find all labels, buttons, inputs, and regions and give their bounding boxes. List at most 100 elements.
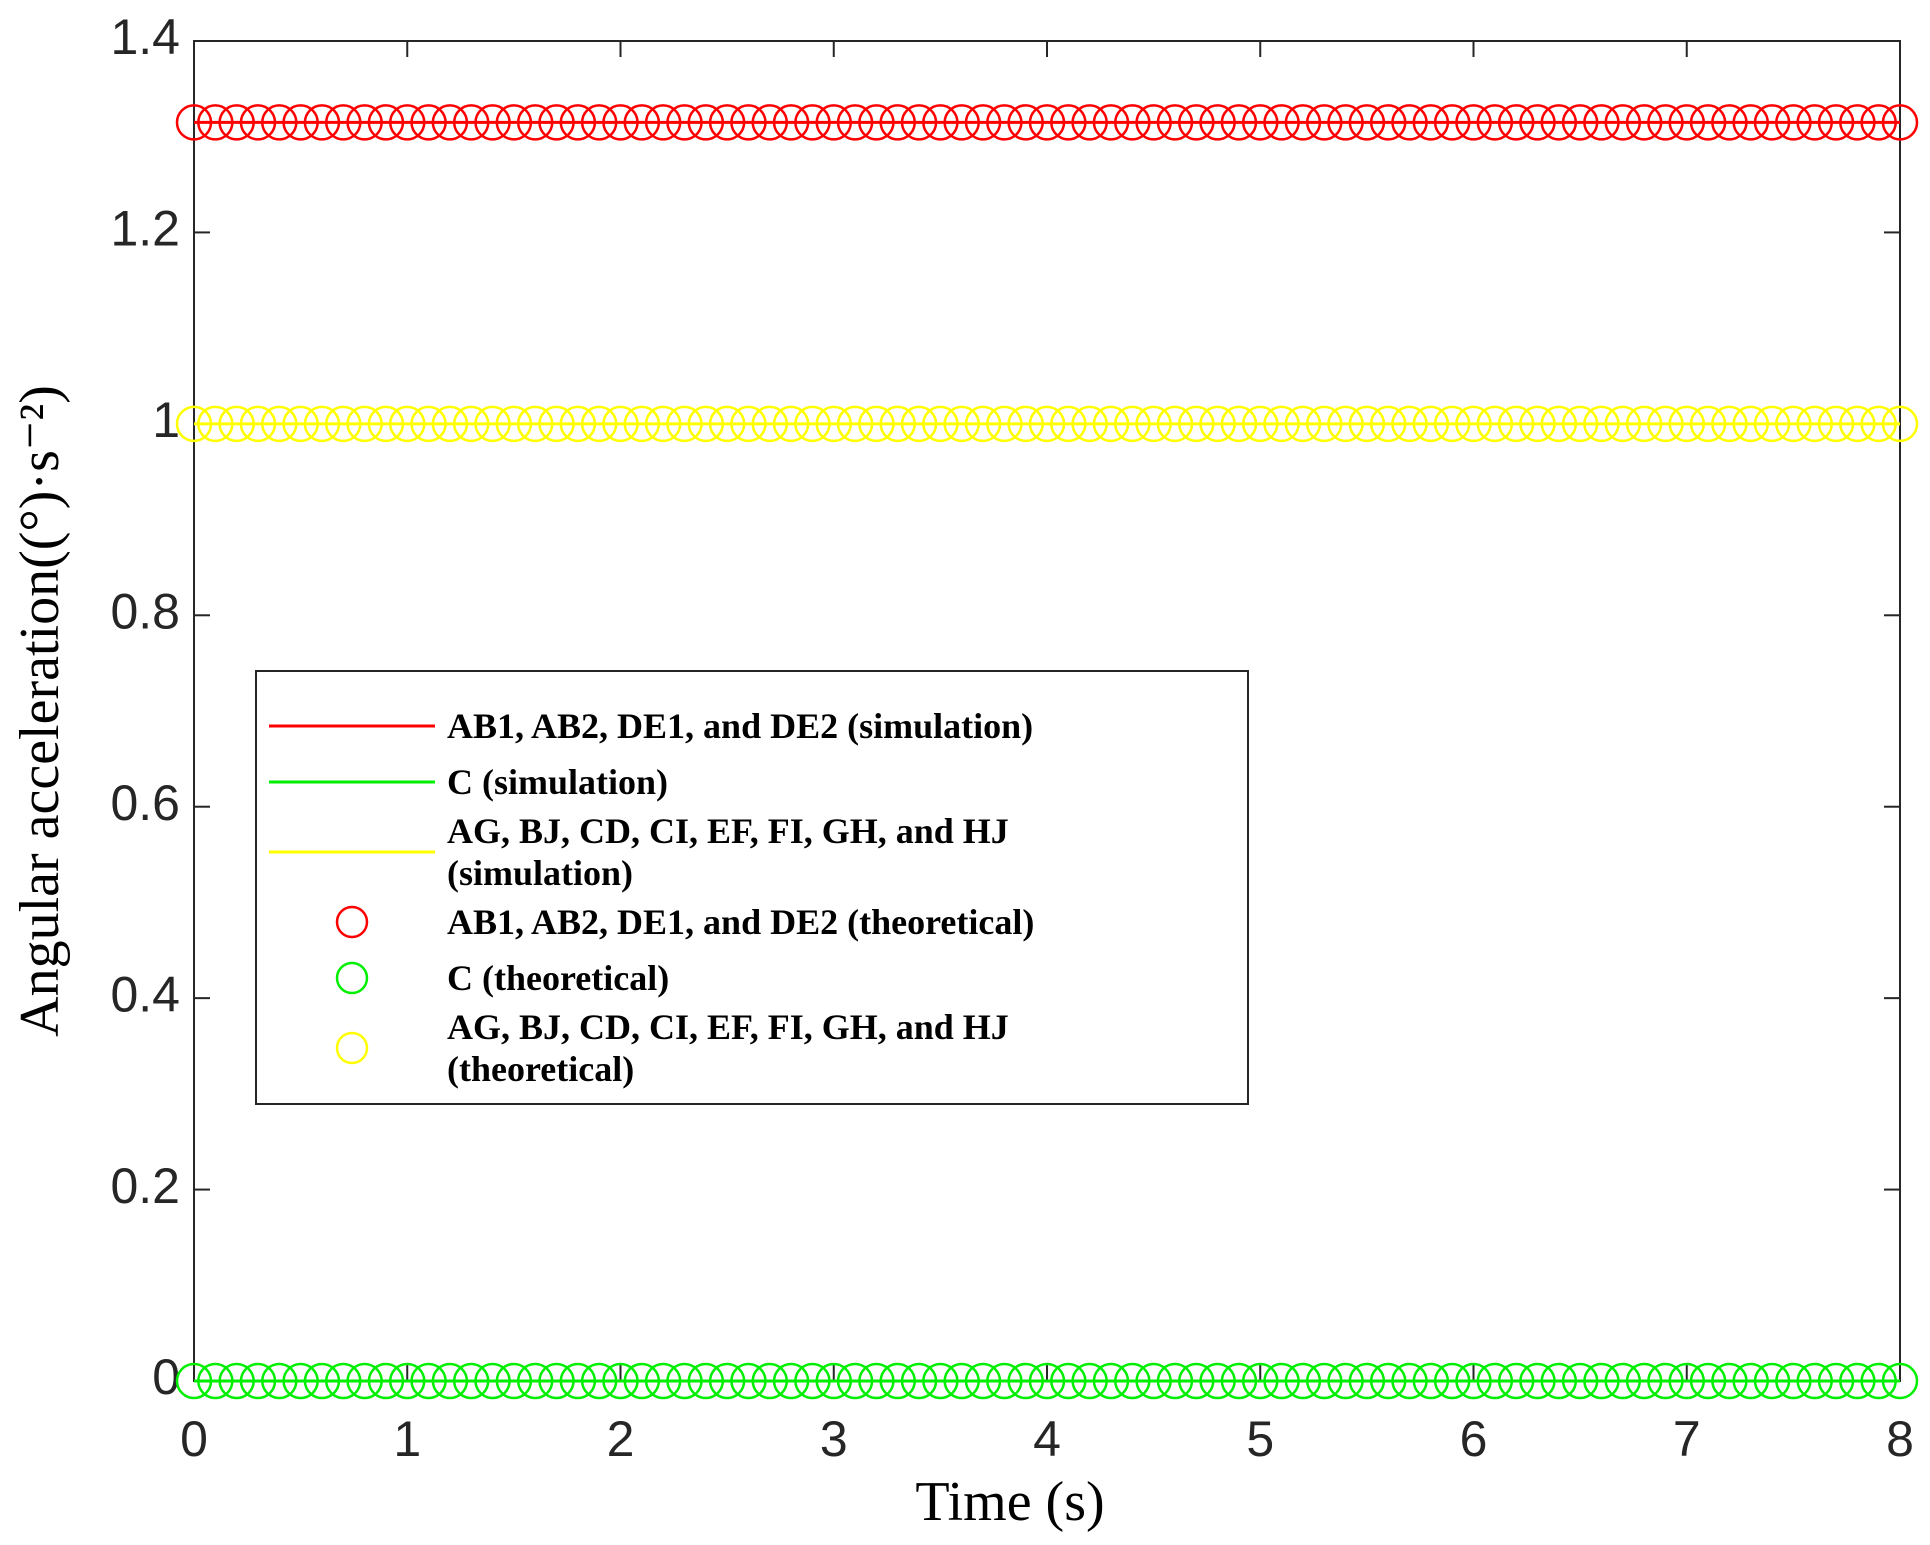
- marker: [1369, 405, 1407, 443]
- marker: [772, 405, 810, 443]
- legend-label: AG, BJ, CD, CI, EF, FI, GH, and HJ (theo…: [447, 1007, 1009, 1089]
- marker: [580, 1362, 618, 1400]
- marker: [879, 1362, 916, 1400]
- marker: [1561, 405, 1599, 443]
- x-tick-label: 8: [1886, 1411, 1914, 1467]
- marker: [1860, 1362, 1897, 1400]
- marker: [1689, 104, 1727, 141]
- marker: [730, 104, 767, 141]
- marker: [1668, 405, 1705, 443]
- marker: [1625, 1362, 1663, 1400]
- marker: [858, 104, 895, 141]
- marker: [836, 1362, 874, 1400]
- marker: [644, 104, 682, 141]
- marker: [1583, 1362, 1620, 1400]
- marker: [325, 1362, 362, 1400]
- marker: [1178, 1362, 1215, 1400]
- marker: [1199, 405, 1236, 443]
- marker: [879, 104, 916, 141]
- marker: [1305, 104, 1343, 141]
- marker: [516, 104, 554, 141]
- marker: [794, 405, 831, 443]
- marker: [559, 1362, 597, 1400]
- marker: [303, 104, 341, 141]
- marker: [1860, 104, 1897, 141]
- marker: [1753, 104, 1791, 141]
- marker: [1817, 104, 1855, 141]
- marker: [1839, 104, 1876, 141]
- marker: [1455, 1362, 1492, 1400]
- marker: [218, 405, 255, 443]
- marker: [1242, 405, 1279, 443]
- marker: [389, 1362, 426, 1400]
- marker: [1178, 405, 1215, 443]
- y-tick-label: 1: [152, 392, 180, 448]
- legend-entry: C (simulation): [257, 754, 1247, 810]
- marker: [1433, 104, 1471, 141]
- marker: [580, 104, 618, 141]
- marker: [303, 405, 341, 443]
- marker: [1775, 1362, 1812, 1400]
- marker: [239, 104, 277, 141]
- marker: [1284, 104, 1322, 141]
- marker: [1007, 104, 1044, 141]
- marker: [1305, 405, 1343, 443]
- marker: [1604, 1362, 1642, 1400]
- marker: [1007, 405, 1044, 443]
- marker: [1583, 104, 1620, 141]
- x-tick-label: 4: [1033, 1411, 1061, 1467]
- marker: [1135, 104, 1172, 141]
- marker: [687, 1362, 725, 1400]
- marker: [1689, 405, 1727, 443]
- marker: [1881, 405, 1919, 443]
- marker: [495, 104, 533, 141]
- marker: [900, 1362, 938, 1400]
- marker: [1711, 104, 1748, 141]
- marker: [964, 405, 1002, 443]
- marker: [1860, 405, 1897, 443]
- marker: [1412, 405, 1450, 443]
- marker: [1647, 405, 1684, 443]
- marker: [1284, 1362, 1322, 1400]
- marker: [367, 1362, 405, 1400]
- x-tick-label: 6: [1460, 1411, 1488, 1467]
- marker: [1369, 1362, 1407, 1400]
- marker: [1647, 1362, 1684, 1400]
- marker: [1711, 1362, 1748, 1400]
- marker: [986, 104, 1023, 141]
- marker: [1625, 104, 1663, 141]
- marker: [623, 1362, 661, 1400]
- legend-label: C (theoretical): [447, 958, 670, 998]
- marker: [1433, 1362, 1471, 1400]
- y-tick-label: 0.4: [110, 966, 180, 1022]
- marker: [1775, 104, 1812, 141]
- marker: [1327, 405, 1364, 443]
- marker: [1284, 405, 1322, 443]
- marker: [1583, 405, 1620, 443]
- marker: [836, 104, 874, 141]
- legend-entry: AB1, AB2, DE1, and DE2 (simulation): [257, 698, 1247, 754]
- marker: [858, 1362, 895, 1400]
- marker: [1391, 104, 1428, 141]
- marker: [1668, 104, 1705, 141]
- marker: [730, 1362, 767, 1400]
- marker: [1348, 405, 1386, 443]
- marker: [218, 1362, 255, 1400]
- marker: [1327, 1362, 1364, 1400]
- marker: [666, 104, 703, 141]
- marker: [943, 1362, 980, 1400]
- marker: [261, 1362, 298, 1400]
- marker: [474, 1362, 511, 1400]
- legend-symbol: [335, 1031, 369, 1065]
- marker: [452, 405, 490, 443]
- marker: [1007, 1362, 1044, 1400]
- legend-symbol: [269, 850, 435, 854]
- legend-label: AG, BJ, CD, CI, EF, FI, GH, and HJ (simu…: [447, 811, 1009, 893]
- marker: [1711, 405, 1748, 443]
- marker: [1135, 405, 1172, 443]
- marker: [389, 104, 426, 141]
- legend-entry: AG, BJ, CD, CI, EF, FI, GH, and HJ (theo…: [257, 1006, 1247, 1090]
- marker: [1796, 405, 1833, 443]
- marker: [261, 104, 298, 141]
